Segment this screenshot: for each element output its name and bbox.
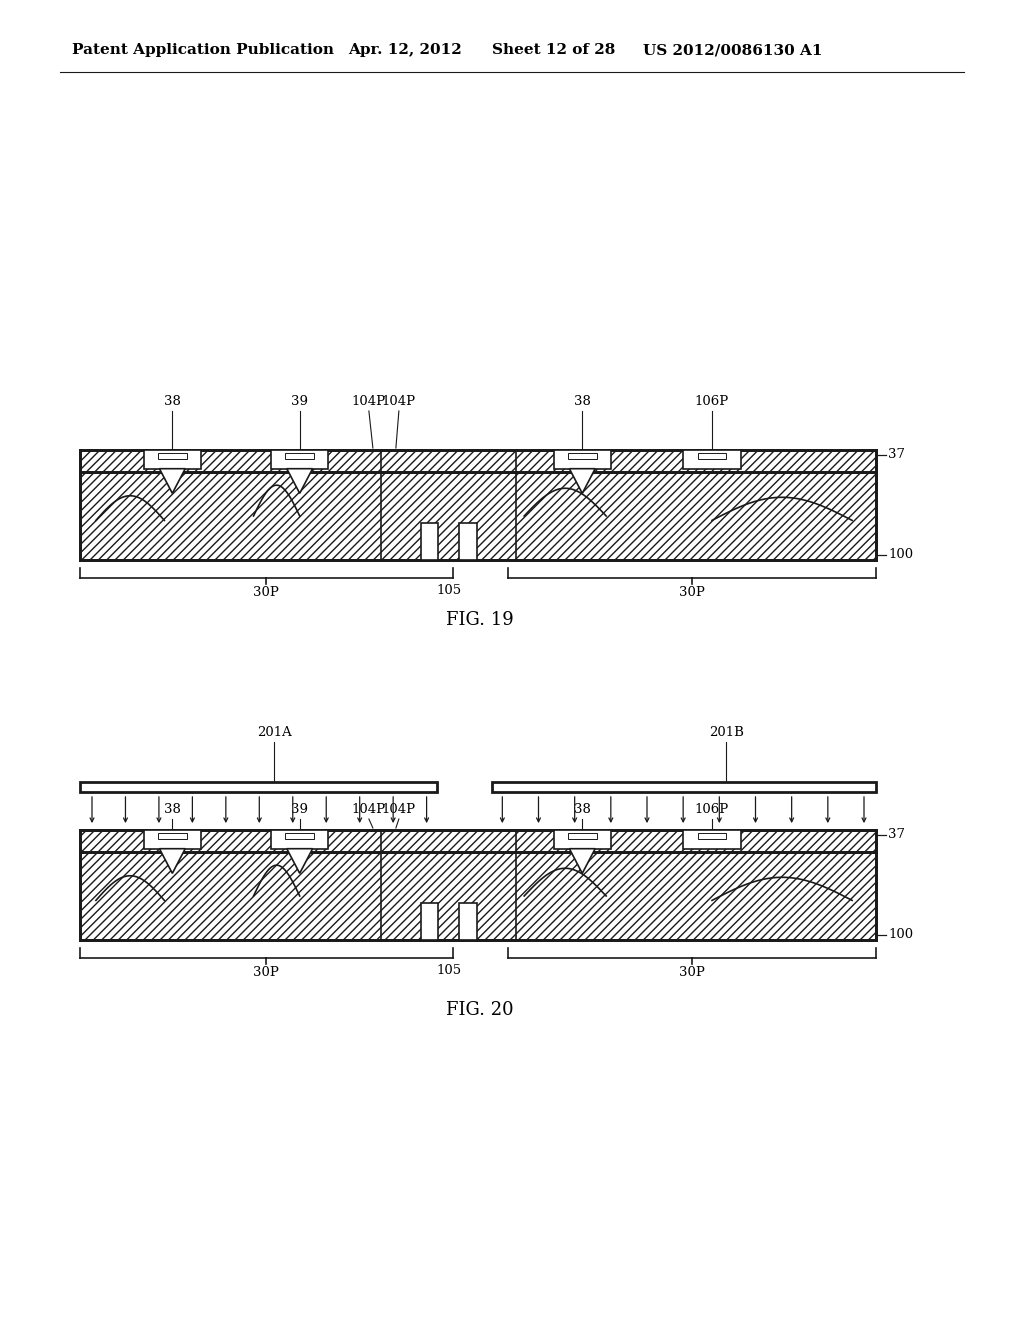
Text: 38: 38: [573, 803, 591, 816]
Text: 106P: 106P: [695, 803, 729, 816]
Text: 38: 38: [164, 395, 181, 408]
Bar: [493, 781, 876, 792]
Bar: [80, 830, 876, 851]
Polygon shape: [160, 849, 185, 874]
Text: FIG. 20: FIG. 20: [446, 1001, 514, 1019]
Text: 105: 105: [436, 583, 461, 597]
Bar: [554, 450, 611, 469]
Bar: [271, 830, 329, 849]
Bar: [80, 450, 876, 473]
Bar: [568, 453, 597, 459]
Text: 104P: 104P: [382, 803, 416, 816]
Bar: [80, 851, 876, 940]
Text: FIG. 19: FIG. 19: [446, 611, 514, 630]
Polygon shape: [160, 469, 185, 494]
Text: 106P: 106P: [695, 395, 729, 408]
Bar: [158, 833, 186, 840]
Bar: [80, 851, 876, 940]
Text: 104P: 104P: [352, 395, 386, 408]
Text: 37: 37: [888, 449, 905, 462]
Bar: [80, 781, 436, 792]
Bar: [459, 523, 476, 560]
Text: 38: 38: [164, 803, 181, 816]
Bar: [80, 473, 876, 560]
Bar: [158, 453, 186, 459]
Bar: [143, 450, 201, 469]
Polygon shape: [569, 849, 595, 874]
Bar: [683, 830, 740, 849]
Text: 38: 38: [573, 395, 591, 408]
Text: 37: 37: [888, 829, 905, 842]
Polygon shape: [287, 469, 312, 494]
Text: 201B: 201B: [709, 726, 743, 739]
Polygon shape: [569, 469, 595, 494]
Text: US 2012/0086130 A1: US 2012/0086130 A1: [643, 44, 822, 57]
Bar: [554, 830, 611, 849]
Bar: [697, 833, 726, 840]
Bar: [568, 833, 597, 840]
Text: 30P: 30P: [679, 966, 706, 979]
Bar: [697, 453, 726, 459]
Text: 39: 39: [291, 395, 308, 408]
Bar: [286, 453, 314, 459]
Bar: [80, 473, 876, 560]
Text: 100: 100: [888, 928, 913, 941]
Text: 104P: 104P: [352, 803, 386, 816]
Bar: [459, 903, 476, 940]
Text: 100: 100: [888, 549, 913, 561]
Text: 104P: 104P: [382, 395, 416, 408]
Text: 39: 39: [291, 803, 308, 816]
Bar: [143, 830, 201, 849]
Polygon shape: [287, 849, 312, 874]
Text: 201A: 201A: [257, 726, 292, 739]
Text: Apr. 12, 2012: Apr. 12, 2012: [348, 44, 462, 57]
Text: Sheet 12 of 28: Sheet 12 of 28: [492, 44, 615, 57]
Bar: [80, 450, 876, 473]
Bar: [80, 830, 876, 851]
Bar: [421, 903, 438, 940]
Bar: [683, 450, 740, 469]
Bar: [421, 523, 438, 560]
Bar: [286, 833, 314, 840]
Text: 30P: 30P: [679, 586, 706, 599]
Text: Patent Application Publication: Patent Application Publication: [72, 44, 334, 57]
Text: 105: 105: [436, 964, 461, 977]
Text: 30P: 30P: [253, 586, 280, 599]
Bar: [271, 450, 329, 469]
Text: 30P: 30P: [253, 966, 280, 979]
